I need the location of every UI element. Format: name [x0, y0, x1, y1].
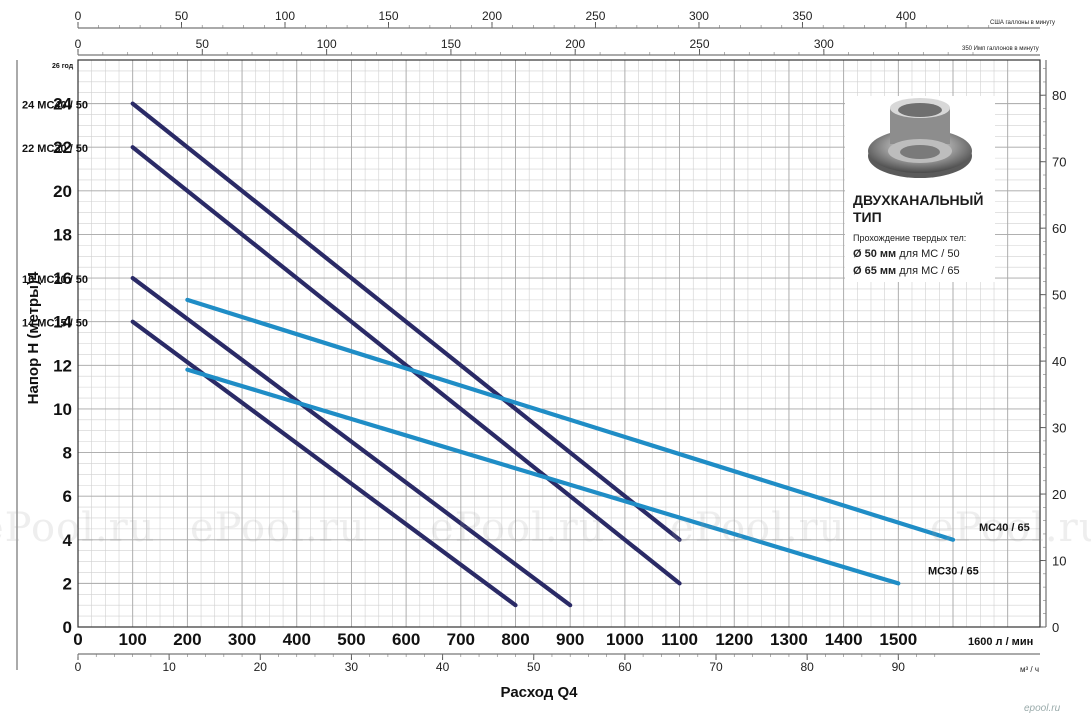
y-axis-title: Напор H (метры)4 — [25, 271, 42, 404]
x-tick-label-m3h: 20 — [254, 660, 268, 674]
us-unit: США галлоны в минуту — [990, 20, 1055, 26]
x-tick-label-m3h: 30 — [345, 660, 359, 674]
x-tick-label-us: 250 — [585, 9, 605, 23]
y-tick-label-ft: 20 — [1052, 487, 1066, 502]
y-top-label: 26 год — [52, 63, 74, 70]
impeller-legend-box — [845, 96, 995, 282]
x-unit-lpm: 1600 л / мин — [968, 636, 1033, 648]
legend-line-65-bold: Ø 65 мм — [853, 265, 897, 277]
y-tick-label-ft: 80 — [1052, 88, 1066, 103]
x-tick-label-imp: 200 — [565, 37, 585, 51]
y-tick-label-ft: 50 — [1052, 288, 1066, 303]
impeller-image — [868, 98, 972, 178]
y-tick-label-ft: 30 — [1052, 421, 1066, 436]
y-tick-label-ft: 0 — [1052, 620, 1059, 635]
x-tick-label-m3h: 10 — [162, 660, 176, 674]
series-line-mc20-50 — [130, 275, 573, 608]
x-tick-label-imp: 50 — [196, 37, 210, 51]
y-tick-label-m: 16 — [53, 269, 72, 288]
x-tick-label-lpm: 800 — [501, 630, 529, 649]
x-tick-label-us: 400 — [896, 9, 916, 23]
x-tick-label-us: 350 — [792, 9, 812, 23]
x-tick-label-m3h: 70 — [709, 660, 723, 674]
series-line-mc30-50 — [130, 145, 682, 586]
x-tick-label-lpm: 300 — [228, 630, 256, 649]
series-line-mc40-50 — [130, 101, 682, 542]
y-tick-label-m: 2 — [63, 574, 72, 593]
x-axis-title: Расход Q4 — [501, 684, 579, 701]
x-tick-label-us: 300 — [689, 9, 709, 23]
y-tick-label-ft: 60 — [1052, 221, 1066, 236]
series-label: 22 MC30 / 50 — [22, 143, 88, 155]
legend-line-50-rest: для МС / 50 — [899, 248, 960, 260]
x-tick-label-lpm: 500 — [337, 630, 365, 649]
x-tick-label-lpm: 700 — [447, 630, 475, 649]
y-tick-label-m: 24 — [53, 95, 72, 114]
y-tick-label-m: 14 — [53, 313, 72, 332]
x-tick-label-us: 100 — [275, 9, 295, 23]
x-tick-label-lpm: 900 — [556, 630, 584, 649]
imp-unit: 350 Имп галлонов в минуту — [962, 46, 1039, 52]
x-tick-label-lpm: 600 — [392, 630, 420, 649]
y-tick-label-ft: 40 — [1052, 354, 1066, 369]
x-tick-label-imp: 100 — [317, 37, 337, 51]
x-tick-label-imp: 0 — [75, 37, 82, 51]
x-tick-label-m3h: 50 — [527, 660, 541, 674]
x-tick-label-lpm: 1200 — [715, 630, 753, 649]
x-tick-label-lpm: 1300 — [770, 630, 808, 649]
series-label: 16 MC20 / 50 — [22, 274, 88, 286]
y-tick-label-m: 8 — [63, 444, 72, 463]
y-tick-label-m: 0 — [63, 618, 72, 637]
legend-line-65: Ø 65 мм для МС / 65 — [853, 265, 960, 277]
legend-line-65-rest: для МС / 65 — [899, 265, 960, 277]
legend-line-50-bold: Ø 50 мм — [853, 248, 897, 260]
x-tick-label-lpm: 400 — [283, 630, 311, 649]
series-line-mc15-50 — [130, 319, 518, 608]
legend-title: ДВУХКАНАЛЬНЫЙ ТИП — [853, 192, 984, 225]
y-tick-label-m: 20 — [53, 182, 72, 201]
series-label: MC30 / 65 — [928, 566, 979, 578]
series-line-mc30-65 — [185, 367, 901, 586]
x-tick-label-imp: 300 — [814, 37, 834, 51]
x-tick-label-us: 200 — [482, 9, 502, 23]
y-tick-label-ft: 70 — [1052, 155, 1066, 170]
x-tick-label-lpm: 1500 — [879, 630, 917, 649]
x-tick-label-lpm: 200 — [173, 630, 201, 649]
x-tick-label-lpm: 0 — [73, 630, 82, 649]
series-line-mc40-65 — [185, 297, 956, 542]
x-tick-label-imp: 150 — [441, 37, 461, 51]
plot-frame — [77, 59, 1041, 628]
series-label: MC40 / 65 — [979, 522, 1030, 534]
x-tick-label-us: 50 — [175, 9, 189, 23]
series-label: 24 MC40 / 50 — [22, 100, 88, 112]
y-tick-label-m: 6 — [63, 487, 72, 506]
x-tick-label-us: 0 — [75, 9, 82, 23]
x-tick-label-lpm: 1400 — [825, 630, 863, 649]
epool-logo: epool.ru — [1024, 703, 1061, 714]
y-tick-label-m: 18 — [53, 225, 72, 244]
x-tick-label-us: 150 — [378, 9, 398, 23]
y-tick-label-ft: 10 — [1052, 554, 1066, 569]
x-tick-label-imp: 250 — [690, 37, 710, 51]
y-tick-label-m: 22 — [53, 138, 72, 157]
series-label: 14 MC15 / 50 — [22, 318, 88, 330]
y-tick-label-m: 12 — [53, 356, 72, 375]
x-tick-label-m3h: 0 — [75, 660, 82, 674]
x-tick-label-lpm: 1100 — [661, 630, 698, 649]
y-tick-label-m: 4 — [63, 531, 73, 550]
x-tick-label-m3h: 90 — [892, 660, 906, 674]
legend-line-50: Ø 50 мм для МС / 50 — [853, 248, 960, 260]
legend-subtitle: Прохождение твердых тел: — [853, 233, 967, 243]
x-tick-label-lpm: 100 — [119, 630, 147, 649]
x-tick-label-m3h: 60 — [618, 660, 632, 674]
x-tick-label-lpm: 1000 — [606, 630, 644, 649]
x-tick-label-m3h: 80 — [800, 660, 814, 674]
x-unit-m3h: м³ / ч — [1020, 665, 1039, 674]
y-tick-label-m: 10 — [53, 400, 72, 419]
x-tick-label-m3h: 40 — [436, 660, 450, 674]
